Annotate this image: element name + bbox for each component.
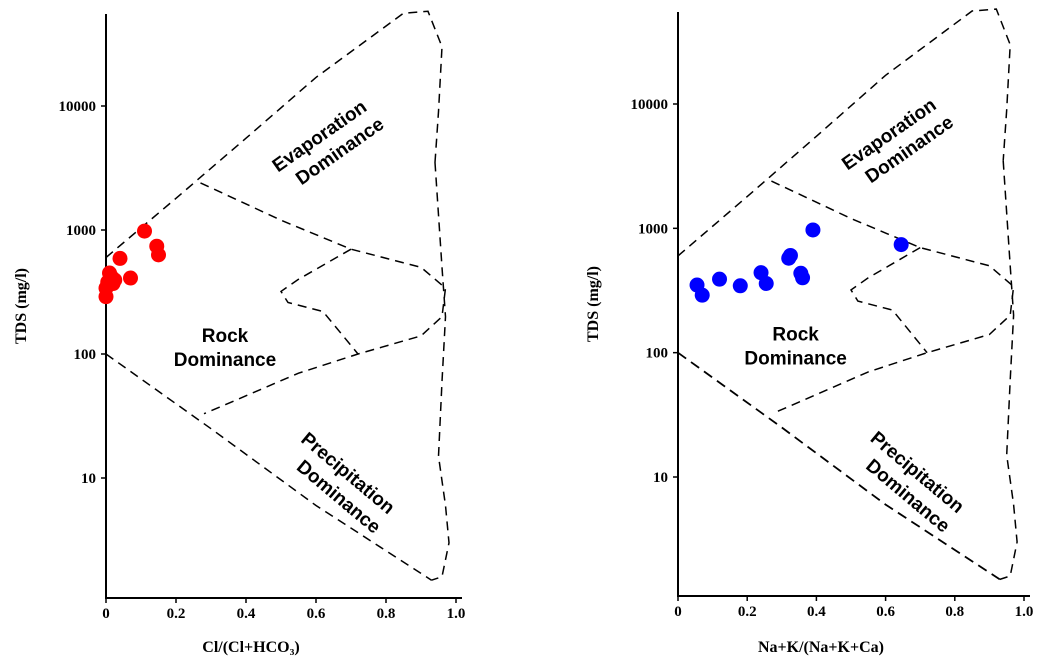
x-tick-label: 0.2	[167, 606, 186, 622]
data-point	[712, 271, 728, 287]
dominance-boundary-line	[677, 8, 1011, 257]
data-point	[112, 250, 128, 266]
x-tick-label: 0.6	[307, 606, 326, 622]
rock-label-line: Dominance	[174, 350, 276, 371]
dominance-boundary-line	[849, 246, 928, 354]
x-tick-label: 0.2	[738, 604, 757, 620]
x-tick-label: 0.4	[237, 606, 256, 622]
dominance-boundary-line	[431, 162, 450, 581]
axes-frame	[677, 12, 1030, 597]
x-tick-label: 0.8	[377, 606, 396, 622]
y-tick-label: 1000	[66, 223, 96, 239]
x-tick-label: 1.0	[447, 606, 466, 622]
x-tick-label: 0.8	[945, 604, 964, 620]
rock-dominance-label: Rock Dominance	[174, 326, 276, 371]
data-point	[107, 272, 123, 288]
rock-label-line: Rock	[202, 326, 249, 347]
axes-frame	[105, 14, 462, 599]
x-tick-label: 0.4	[807, 604, 826, 620]
rock-dominance-label: Rock Dominance	[744, 325, 846, 370]
y-axis-title: TDS (mg/l)	[13, 268, 30, 344]
dominance-boundary-line	[999, 160, 1018, 581]
chart-panel-left: 10 100 1000 10000 0 0.2 0.4 0.6 0.8 1.0 TDS (mg/l)…	[13, 10, 466, 656]
data-point	[782, 247, 798, 263]
data-point	[732, 278, 748, 294]
x-tick-label: 0.6	[876, 604, 895, 620]
data-point	[694, 287, 710, 303]
dominance-boundary-line	[105, 10, 443, 259]
rock-label-line: Dominance	[744, 349, 846, 370]
data-point	[758, 275, 774, 291]
y-tick-label: 10000	[59, 99, 97, 115]
dominance-boundary-line	[279, 248, 359, 355]
data-point	[893, 237, 909, 253]
y-tick-label: 100	[74, 347, 97, 363]
y-tick-label: 10000	[631, 97, 669, 113]
chart-panel-right: 10 100 1000 10000 0 0.2 0.4 0.6 0.8 1.0 TDS (mg/l)…	[585, 8, 1034, 656]
data-point	[795, 270, 811, 286]
data-point	[137, 223, 152, 239]
rock-label-line: Rock	[772, 325, 819, 346]
dominance-boundary-line	[105, 353, 432, 581]
y-axis-title: TDS (mg/l)	[585, 266, 602, 342]
x-axis-title: Na+K/(Na+K+Ca)	[758, 639, 884, 656]
x-tick-label: 1.0	[1015, 604, 1034, 620]
x-tick-label: 0	[102, 606, 110, 622]
y-tick-label: 10	[653, 470, 668, 486]
dominance-boundary-line	[200, 182, 447, 415]
x-tick-label: 0	[674, 604, 682, 620]
y-tick-label: 1000	[638, 221, 668, 237]
y-tick-label: 10	[81, 471, 96, 487]
dominance-boundary-line	[771, 180, 1015, 414]
data-point	[151, 247, 166, 263]
x-axis-title: Cl/(Cl+HCO₃)	[202, 639, 299, 656]
data-point	[805, 222, 821, 238]
dominance-boundary-line	[677, 351, 1001, 581]
data-point	[123, 270, 138, 286]
y-tick-label: 100	[646, 346, 669, 362]
